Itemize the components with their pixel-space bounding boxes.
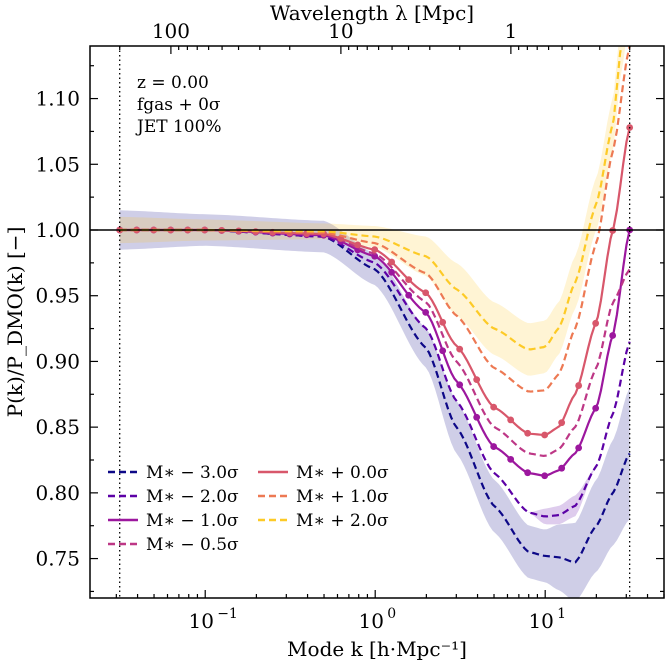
series-band-6 — [119, 46, 626, 376]
y-tick-label: 1.10 — [35, 87, 80, 111]
legend-label: M∗ − 2.0σ — [146, 487, 239, 507]
series-point — [524, 429, 532, 437]
series-point — [473, 376, 481, 384]
series-line-3 — [119, 228, 631, 458]
series-band-0 — [119, 210, 630, 598]
series-point — [592, 404, 600, 412]
legend-label: M∗ + 1.0σ — [296, 487, 389, 507]
series-point — [388, 258, 396, 266]
top-tick-label: 10 — [328, 19, 353, 43]
bands-layer — [119, 46, 630, 598]
series-point — [456, 381, 464, 389]
x-axis-label: Mode k [h·Mpc⁻¹] — [287, 637, 467, 661]
legend-label: M∗ − 3.0σ — [146, 463, 239, 483]
x-tick-exponent: 0 — [387, 606, 396, 622]
x-tick-exponent: −1 — [217, 606, 238, 622]
y-tick-label: 0.75 — [35, 547, 80, 571]
series-line-6 — [119, 46, 623, 351]
top-axis-label: Wavelength λ [Mpc] — [270, 1, 474, 25]
y-tick-label: 1.00 — [35, 218, 80, 242]
y-tick-label: 0.80 — [35, 481, 80, 505]
series-point — [405, 291, 413, 299]
series-point — [456, 345, 464, 353]
y-tick-label: 0.95 — [35, 284, 80, 308]
annotation-fgas: fgas + 0σ — [137, 95, 221, 115]
series-line-1 — [119, 228, 631, 518]
series-point — [592, 319, 600, 327]
x-tick-label: 10 — [358, 609, 383, 633]
plot-frame — [89, 45, 665, 599]
series-point — [490, 403, 498, 411]
legend-label: M∗ − 1.0σ — [146, 511, 239, 531]
series-point — [575, 382, 583, 389]
reference-lines — [90, 46, 664, 598]
series-point — [609, 332, 617, 339]
y-tick-label: 0.85 — [35, 415, 80, 439]
legend-label: M∗ + 0.0σ — [296, 463, 389, 483]
legend-label: M∗ − 0.5σ — [146, 535, 239, 555]
series-point — [439, 347, 447, 355]
y-tick-label: 1.05 — [35, 152, 80, 176]
series-point — [575, 444, 583, 452]
annotation-box: z = 0.00 fgas + 0σ JET 100% — [135, 73, 222, 137]
ticks-layer — [90, 46, 665, 598]
series-point — [490, 443, 498, 450]
top-tick-label: 1 — [505, 19, 518, 43]
series-point — [524, 469, 532, 477]
x-tick-exponent: 1 — [557, 606, 566, 622]
y-tick-label: 0.90 — [35, 349, 80, 373]
series-line-0 — [119, 228, 631, 564]
series-point — [405, 276, 413, 284]
legend-label: M∗ + 2.0σ — [296, 511, 389, 531]
series-point — [558, 419, 566, 427]
series-band-1 — [119, 230, 630, 525]
series-point — [541, 472, 549, 480]
x-tick-label: 10 — [528, 609, 553, 633]
series-point — [371, 252, 379, 260]
series-point — [354, 241, 362, 249]
annotation-jet: JET 100% — [135, 117, 222, 137]
top-tick-label: 100 — [152, 19, 190, 43]
series-layer — [116, 46, 634, 564]
series-point — [507, 416, 515, 424]
series-point — [473, 413, 481, 421]
series-point — [541, 431, 549, 439]
y-axis-label: P(k)/P_DMO(k) [−] — [3, 227, 27, 418]
legend: M∗ − 3.0σ M∗ − 2.0σ M∗ − 1.0σ M∗ − 0.5σ M∗ +… — [108, 463, 389, 555]
series-line-5 — [119, 46, 631, 393]
series-point — [371, 246, 379, 254]
series-point — [422, 289, 430, 297]
series-point — [388, 268, 396, 276]
series-point — [422, 308, 430, 316]
x-tick-label: 10 — [188, 609, 213, 633]
series-point — [507, 455, 515, 463]
series-point — [558, 464, 566, 472]
annotation-redshift: z = 0.00 — [137, 73, 209, 93]
series-point — [439, 318, 447, 326]
